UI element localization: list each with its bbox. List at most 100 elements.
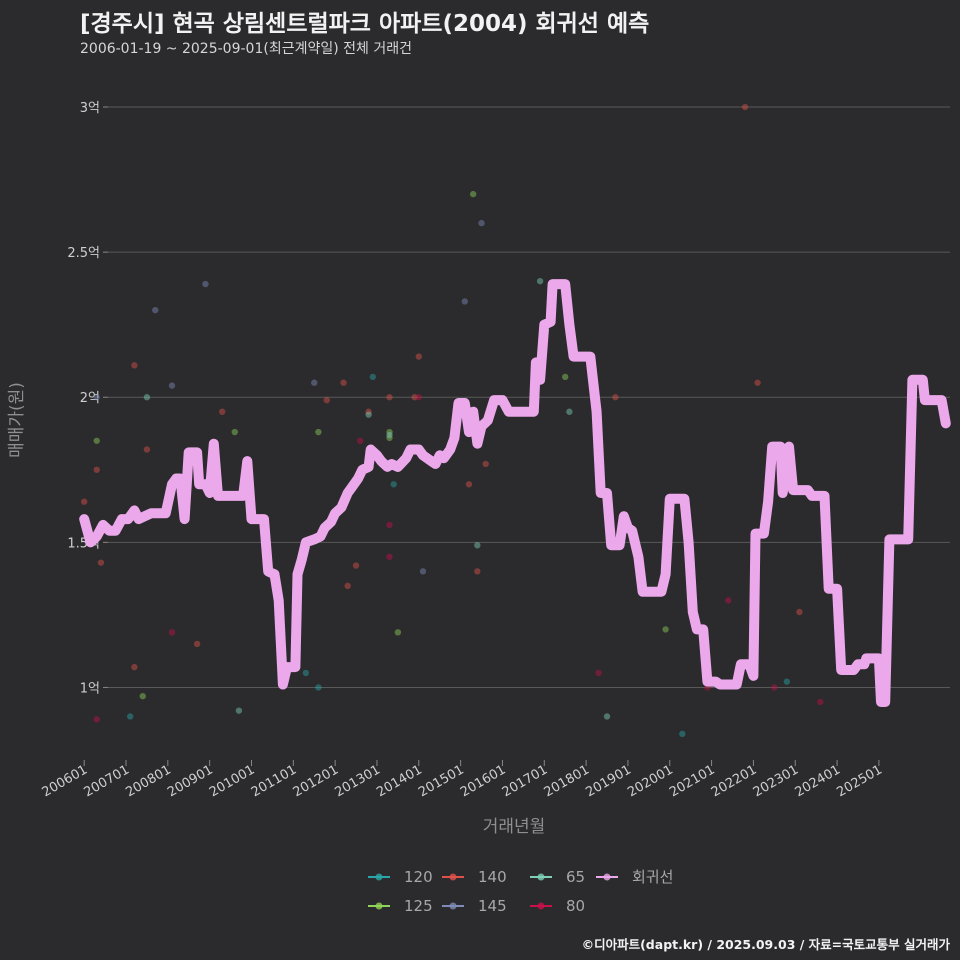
x-tick-label: 202301 <box>751 762 801 800</box>
data-point-120 <box>783 678 791 685</box>
x-tick-label: 202101 <box>667 762 717 800</box>
data-point-125 <box>561 373 569 381</box>
data-point-80 <box>817 698 824 706</box>
data-point-65 <box>566 408 573 415</box>
data-point-80 <box>725 597 732 604</box>
data-point-140 <box>482 460 489 468</box>
data-point-140 <box>415 353 422 360</box>
x-tick-label: 201201 <box>291 762 341 800</box>
data-point-120 <box>302 669 310 677</box>
x-tick-label: 201001 <box>207 762 257 800</box>
data-point-145 <box>152 306 159 314</box>
data-point-80 <box>595 669 602 677</box>
data-point-145 <box>93 394 100 401</box>
y-tick-label: 2.5억 <box>67 246 100 261</box>
data-point-80 <box>93 716 100 723</box>
data-point-140 <box>741 103 749 111</box>
x-tick-label: 201401 <box>374 762 424 800</box>
legend-label-140: 140 <box>478 868 507 886</box>
data-point-80 <box>415 394 422 401</box>
data-point-145 <box>478 219 485 227</box>
data-point-125 <box>315 428 322 436</box>
data-point-120 <box>369 373 376 381</box>
data-point-140 <box>97 559 105 566</box>
data-point-65 <box>536 277 544 285</box>
legend-label-80: 80 <box>566 897 585 915</box>
data-point-80 <box>386 553 393 561</box>
data-point-140 <box>465 481 473 488</box>
legend-marker-80 <box>537 902 545 910</box>
data-point-120 <box>679 730 686 738</box>
x-tick-label: 200801 <box>123 762 173 800</box>
data-point-65 <box>386 431 393 439</box>
data-point-145 <box>419 568 427 575</box>
x-tick-label: 202501 <box>834 762 884 800</box>
x-tick-label: 201601 <box>458 762 508 800</box>
x-tick-label: 201701 <box>500 762 550 800</box>
data-point-145 <box>168 382 176 389</box>
data-point-80 <box>771 684 778 691</box>
x-tick-label: 201801 <box>542 762 592 800</box>
x-tick-label: 201101 <box>249 762 299 800</box>
data-point-145 <box>461 298 469 305</box>
x-tick-label: 201501 <box>416 762 466 800</box>
data-point-65 <box>235 707 243 714</box>
data-point-140 <box>411 394 418 401</box>
y-axis-label: 매매가(원) <box>7 382 27 458</box>
data-point-140 <box>352 562 360 569</box>
data-point-120 <box>390 481 397 488</box>
data-point-140 <box>219 408 226 415</box>
data-point-140 <box>131 362 138 369</box>
data-point-140 <box>612 394 619 401</box>
legend-label-120: 120 <box>404 868 433 886</box>
data-point-125 <box>662 626 669 633</box>
x-tick-labels: 2006012007012008012009012010012011012012… <box>40 762 885 800</box>
data-point-140 <box>193 640 201 648</box>
data-point-140 <box>80 498 88 505</box>
data-point-145 <box>202 280 209 288</box>
data-point-140 <box>386 394 393 401</box>
chart-subtitle: 2006-01-19 ~ 2025-09-01(최근계약일) 전체 거래건 <box>80 41 412 57</box>
data-point-65 <box>603 713 611 720</box>
y-tick-label: 1억 <box>80 681 100 696</box>
x-axis-label: 거래년월 <box>483 817 546 837</box>
y-tick-label: 3억 <box>80 101 100 116</box>
legend-marker-125 <box>375 902 383 910</box>
data-point-125 <box>386 428 393 436</box>
data-point-140 <box>796 608 803 616</box>
x-tick-label: 202201 <box>709 762 759 800</box>
x-tick-label: 201301 <box>332 762 382 800</box>
data-point-140 <box>365 408 372 415</box>
x-tick-label: 200601 <box>40 762 90 800</box>
data-point-120 <box>126 713 134 720</box>
x-tick-label: 200901 <box>165 762 215 800</box>
data-point-65 <box>143 394 151 401</box>
data-point-80 <box>357 437 364 444</box>
data-point-140 <box>143 446 151 453</box>
data-point-140 <box>340 379 347 386</box>
footer-credit: ©디아파트(dapt.kr) / 2025.09.03 / 자료=국토교통부 실… <box>581 937 950 952</box>
legend-marker-회귀선 <box>603 873 611 881</box>
data-point-80 <box>386 521 393 529</box>
gridlines <box>83 106 950 766</box>
data-point-65 <box>365 411 372 418</box>
data-point-140 <box>754 379 761 386</box>
data-point-80 <box>168 629 176 636</box>
y-tick-label: 2억 <box>80 391 100 406</box>
data-point-125 <box>469 190 477 198</box>
data-point-125 <box>394 629 402 636</box>
legend-marker-65 <box>537 873 545 881</box>
data-point-125 <box>139 692 146 700</box>
data-point-125 <box>231 428 238 436</box>
x-tick-label: 200701 <box>82 762 132 800</box>
legend: 120 125 140 145 65 80 회귀선 <box>368 868 673 915</box>
data-point-125 <box>93 437 100 444</box>
legend-marker-145 <box>449 902 457 910</box>
data-point-140 <box>131 663 138 671</box>
legend-label-회귀선: 회귀선 <box>632 868 673 886</box>
x-tick-label: 201901 <box>583 762 633 800</box>
data-point-65 <box>474 542 481 549</box>
regression-line <box>79 279 951 707</box>
legend-marker-120 <box>375 873 383 881</box>
